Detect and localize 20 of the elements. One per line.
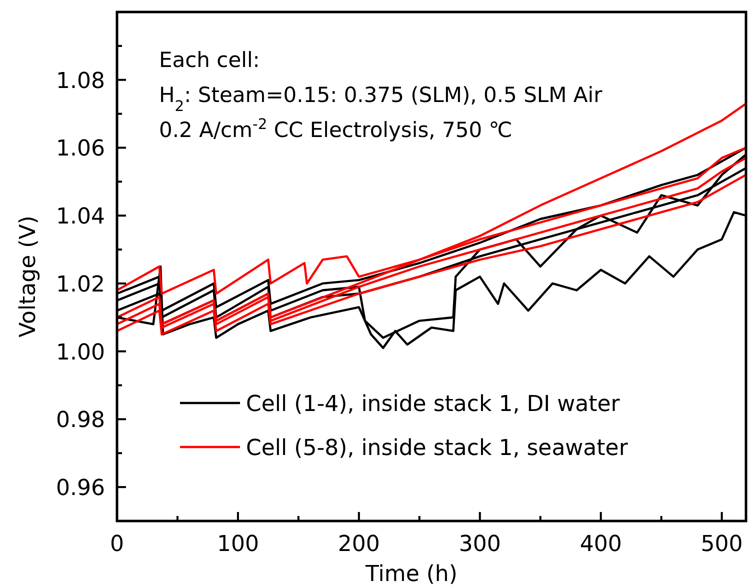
- x-tick-label: 100: [216, 532, 259, 557]
- x-axis-title: Time (h): [364, 562, 458, 585]
- y-tick-label: 0.96: [56, 476, 105, 502]
- y-axis-title: Voltage (V): [16, 216, 41, 338]
- annotation: 0.2 A/cm$^{-2}$ CC Electrolysis, 750 ℃: [159, 116, 512, 142]
- annotation: Each cell:: [159, 48, 260, 72]
- legend-label: Cell (1-4), inside stack 1, DI water: [246, 392, 621, 417]
- annotation: H$_{2}$: Steam=0.15: 0.375 (SLM), 0.5 SLM Air: [159, 83, 603, 114]
- x-tick-label: 0: [110, 532, 124, 557]
- y-tick-label: 1.08: [56, 68, 105, 94]
- x-tick-label: 200: [338, 532, 380, 557]
- x-tick-label: 500: [700, 532, 743, 557]
- legend-label: Cell (5-8), inside stack 1, seawater: [246, 436, 629, 461]
- y-tick-label: 0.98: [56, 408, 105, 434]
- y-tick-label: 1.02: [56, 272, 105, 298]
- y-tick-label: 1.06: [56, 136, 105, 162]
- y-tick-label: 1.04: [56, 204, 105, 230]
- x-tick-label: 300: [458, 532, 501, 557]
- text: 1.00: [56, 340, 105, 366]
- x-tick-label: 400: [580, 532, 622, 557]
